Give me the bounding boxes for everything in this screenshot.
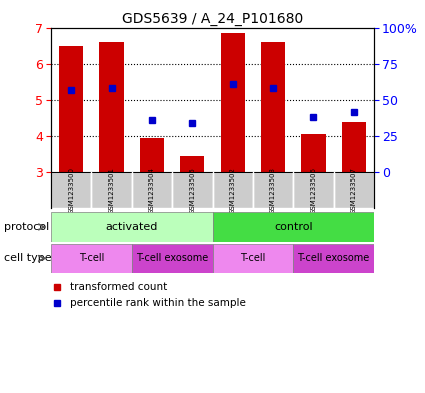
Bar (132, 244, 212, 273)
Bar (212, 244, 293, 273)
Text: GSM1233502: GSM1233502 (230, 167, 236, 214)
Text: activated: activated (105, 222, 158, 232)
Bar (51, 212, 212, 242)
Bar (180, 156, 204, 172)
Text: percentile rank within the sample: percentile rank within the sample (71, 298, 246, 308)
Text: GSM1233506: GSM1233506 (310, 167, 317, 214)
Bar (342, 121, 366, 172)
Text: protocol: protocol (4, 222, 49, 232)
Text: transformed count: transformed count (71, 282, 167, 292)
Bar (140, 138, 164, 172)
Bar (334, 172, 374, 208)
Text: GSM1233500: GSM1233500 (68, 167, 74, 214)
Text: control: control (274, 222, 312, 232)
Text: GDS5639 / A_24_P101680: GDS5639 / A_24_P101680 (122, 12, 303, 26)
Bar (293, 172, 334, 208)
Bar (261, 42, 285, 172)
Bar (301, 134, 326, 172)
Bar (132, 172, 172, 208)
Bar (172, 172, 212, 208)
Bar (51, 172, 91, 208)
Text: GSM1233501: GSM1233501 (108, 167, 115, 214)
Bar (253, 172, 293, 208)
Text: GSM1233507: GSM1233507 (351, 167, 357, 214)
Bar (212, 212, 374, 242)
Text: T-cell: T-cell (79, 253, 104, 263)
Text: T-cell exosome: T-cell exosome (298, 253, 370, 263)
Bar (91, 172, 132, 208)
Text: T-cell: T-cell (240, 253, 266, 263)
Bar (293, 244, 374, 273)
Bar (59, 46, 83, 172)
Text: cell type: cell type (4, 253, 52, 263)
Bar (221, 33, 245, 172)
Text: GSM1233503: GSM1233503 (270, 167, 276, 214)
Text: GSM1233505: GSM1233505 (189, 167, 196, 214)
Bar (99, 42, 124, 172)
Text: T-cell exosome: T-cell exosome (136, 253, 208, 263)
Text: GSM1233504: GSM1233504 (149, 167, 155, 214)
Bar (212, 172, 253, 208)
Bar (51, 244, 132, 273)
